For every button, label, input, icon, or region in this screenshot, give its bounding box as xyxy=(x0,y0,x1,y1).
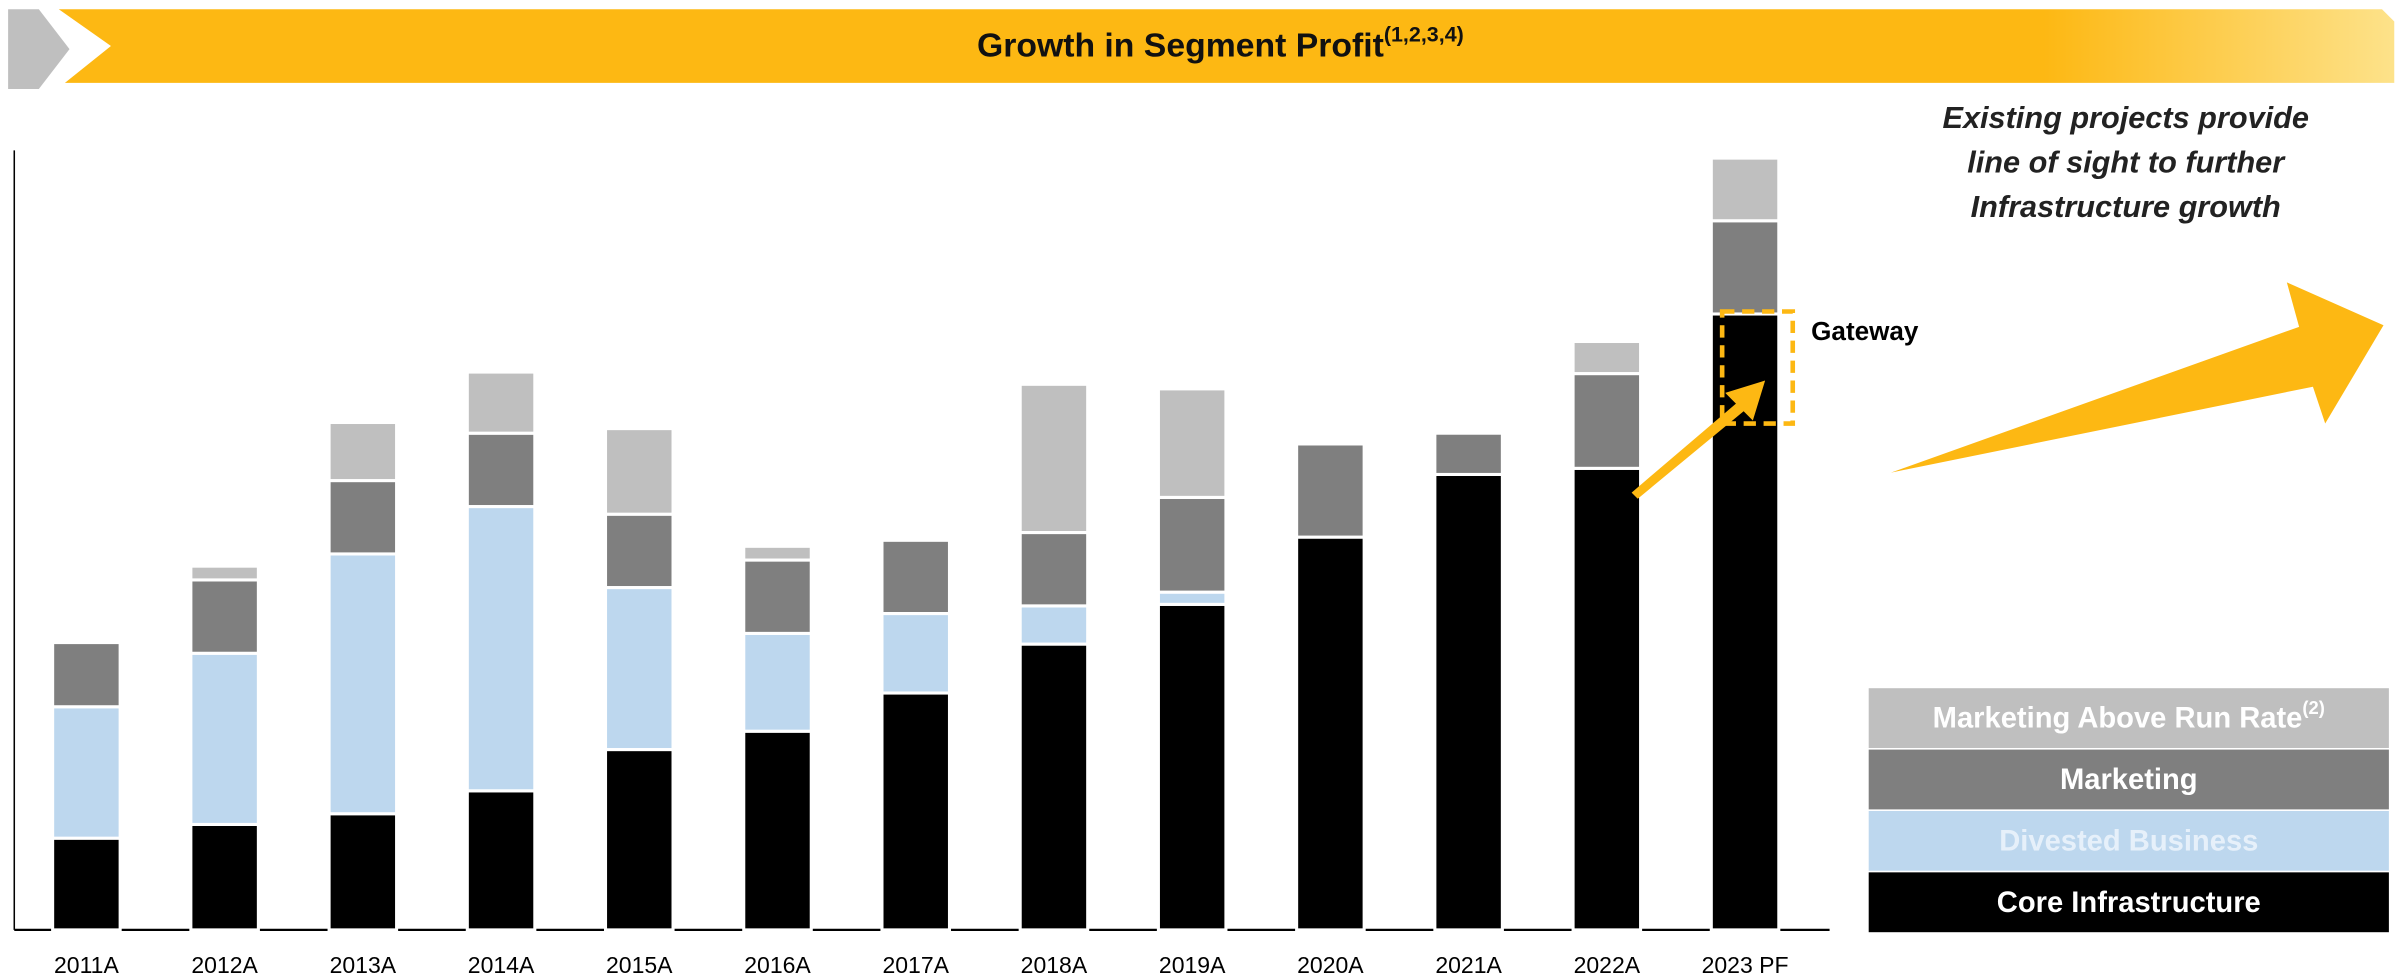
bar-segment xyxy=(880,538,952,616)
bar-segment xyxy=(880,535,952,542)
bar-segment xyxy=(1571,466,1643,932)
bar-segment xyxy=(465,370,537,435)
banner-chevron xyxy=(8,9,70,90)
bar-segment xyxy=(1295,535,1366,932)
bar-segment xyxy=(742,729,813,932)
bar-segment xyxy=(1709,156,1781,223)
x-tick-label: 2021A xyxy=(1435,952,1502,978)
bar-segment xyxy=(1018,382,1090,535)
bar-segment xyxy=(1018,604,1090,646)
annotation: Existing projects provide line of sight t… xyxy=(1942,100,2308,224)
bars: 2011A 2012A 2013A 2014A 2015A 2016A 2017A 2018A… xyxy=(51,156,1789,978)
legend-label: Divested Business xyxy=(1999,825,2258,857)
x-tick-label: 2014A xyxy=(468,952,535,978)
legend-swatch xyxy=(1867,748,2391,811)
bar-segment xyxy=(603,512,675,590)
x-tick-label: 2017A xyxy=(882,952,949,978)
bar-segment xyxy=(327,420,399,483)
legend-name: Divested Business xyxy=(1999,825,2258,857)
x-tick-label: 2019A xyxy=(1159,952,1226,978)
bar-segment xyxy=(51,836,122,932)
bar-segment xyxy=(880,612,952,695)
bar-segment xyxy=(1018,642,1090,932)
bar-segment xyxy=(742,544,813,562)
bar-segment xyxy=(1295,439,1366,446)
bar-segment xyxy=(1433,431,1504,476)
bar-segment xyxy=(1156,602,1228,932)
legend-label: Core Infrastructure xyxy=(1997,887,2261,919)
callout-label: Gateway xyxy=(1811,316,1919,346)
annotation-line: Existing projects provide xyxy=(1942,100,2308,135)
title-superscript: (1,2,3,4) xyxy=(1384,22,1464,46)
bar-segment xyxy=(880,691,952,932)
x-tick-label: 2023 PF xyxy=(1702,952,1789,978)
bar-segment xyxy=(327,812,399,932)
x-tick-label: 2020A xyxy=(1297,952,1364,978)
x-tick-label: 2016A xyxy=(744,952,811,978)
bar-segment xyxy=(742,558,813,635)
bar-segment xyxy=(603,748,675,932)
growth-arrow xyxy=(1890,282,2384,473)
title-banner xyxy=(58,9,2395,83)
bar-segment xyxy=(465,431,537,509)
title-text: Growth in Segment Profit xyxy=(977,26,1384,64)
bar-segment xyxy=(1571,339,1643,376)
bar-segment xyxy=(327,479,399,556)
bar-segment xyxy=(189,564,260,582)
bar-segment xyxy=(51,641,122,709)
x-tick-label: 2012A xyxy=(191,952,258,978)
legend-name: Marketing Above Run Rate xyxy=(1933,702,2303,734)
annotation-line: Infrastructure growth xyxy=(1971,189,2281,224)
legend-swatch xyxy=(1867,686,2391,750)
bar-segment xyxy=(1018,531,1090,608)
bar-segment xyxy=(327,552,399,816)
legend-label: Marketing Above Run Rate(2) xyxy=(1933,697,2325,735)
x-tick-label: 2013A xyxy=(330,952,397,978)
x-tick-label: 2011A xyxy=(54,952,119,978)
legend-swatch xyxy=(1867,809,2391,873)
bar-segment xyxy=(189,578,260,655)
bar-segment xyxy=(603,586,675,752)
bar-segment xyxy=(1433,472,1504,932)
bar-segment xyxy=(1156,387,1228,499)
bar-segment xyxy=(742,631,813,733)
bar-segment xyxy=(465,505,537,793)
bar-segment xyxy=(1295,442,1366,539)
x-tick-label: 2015A xyxy=(606,952,673,978)
legend-swatch xyxy=(1867,870,2391,934)
gateway-arrow xyxy=(1631,380,1766,499)
bar-segment xyxy=(465,789,537,932)
legend-name: Marketing xyxy=(2060,764,2198,796)
bar-segment xyxy=(1156,495,1228,594)
bar-segment xyxy=(51,705,122,840)
legend-label: Marketing xyxy=(2060,764,2198,796)
gateway-box xyxy=(1719,309,1796,426)
chart-title: Growth in Segment Profit(1,2,3,4) xyxy=(977,22,1464,65)
legend-superscript: (2) xyxy=(2302,697,2325,718)
legend: Marketing Above Run Rate(2) Marketing Dive… xyxy=(1867,686,2391,934)
x-tick-label: 2022A xyxy=(1574,952,1641,978)
legend-name: Core Infrastructure xyxy=(1997,887,2261,919)
bar-segment xyxy=(189,822,260,932)
bar-segment xyxy=(1709,219,1781,316)
bar-segment xyxy=(189,651,260,826)
bar-segment xyxy=(1156,590,1228,606)
bar-segment xyxy=(1571,372,1643,470)
bar-segment xyxy=(603,427,675,516)
annotation-line: line of sight to further xyxy=(1967,144,2286,179)
x-tick-label: 2018A xyxy=(1021,952,1088,978)
